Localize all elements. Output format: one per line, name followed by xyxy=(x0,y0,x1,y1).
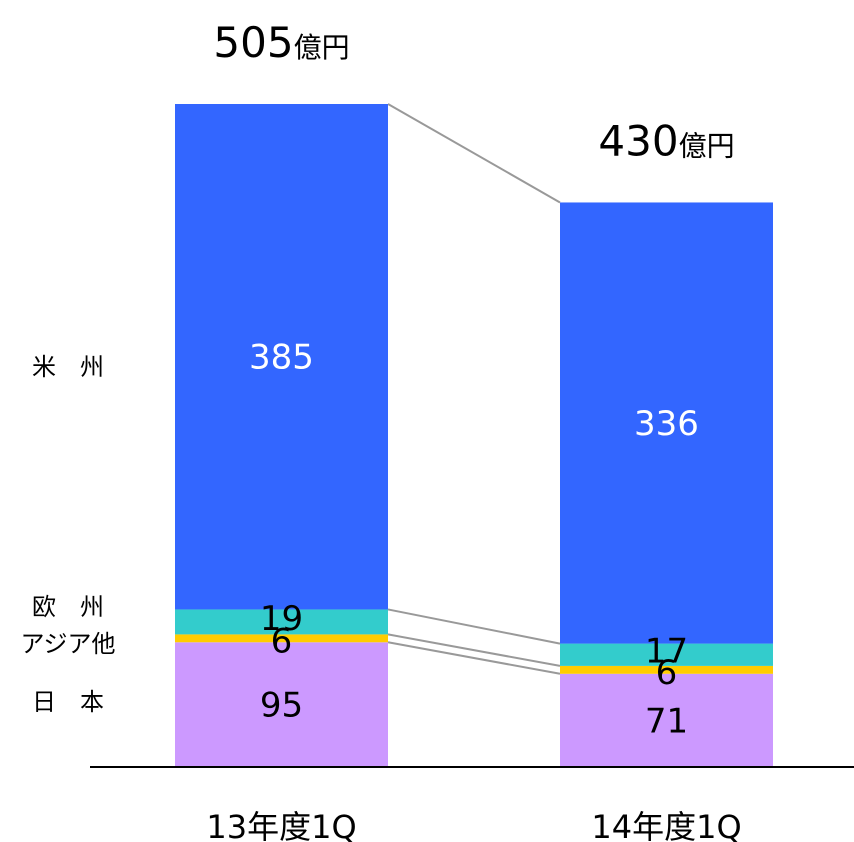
x-tick-label: 13年度1Q xyxy=(206,808,356,842)
bar-segment xyxy=(175,104,388,610)
total-number: 430 xyxy=(598,116,678,165)
connector-lines xyxy=(387,103,561,675)
connector-line xyxy=(387,103,561,204)
data-label: 19 xyxy=(260,599,303,639)
x-tick-label: 14年度1Q xyxy=(591,808,741,842)
data-label: 6 xyxy=(271,621,293,661)
bar-segment xyxy=(560,665,773,674)
data-label: 71 xyxy=(645,701,688,741)
bar-segment xyxy=(560,673,773,767)
bar-segment xyxy=(175,634,388,643)
bar-segments xyxy=(175,104,773,767)
data-label: 17 xyxy=(645,632,688,672)
bar-segment xyxy=(560,202,773,644)
total-label: 430億円 xyxy=(598,116,734,165)
connector-line xyxy=(387,633,561,667)
legend-label: 日 本 xyxy=(32,688,104,716)
total-number: 505 xyxy=(213,18,293,67)
legend-label: 米 州 xyxy=(32,353,104,381)
data-label: 95 xyxy=(260,686,303,726)
x-tick-labels: 13年度1Q 14年度1Q xyxy=(206,808,741,842)
total-unit: 億円 xyxy=(679,129,735,162)
data-label: 336 xyxy=(634,404,699,444)
connector-line xyxy=(387,608,561,645)
data-label: 6 xyxy=(656,653,678,693)
connector-line xyxy=(387,641,561,675)
total-label: 505億円 xyxy=(213,18,349,67)
total-unit: 億円 xyxy=(294,31,350,64)
legend: 日 本 アジア他 欧 州 米 州 xyxy=(20,353,115,716)
legend-label: 欧 州 xyxy=(32,593,104,621)
legend-label: アジア他 xyxy=(20,630,115,658)
bar-segment xyxy=(560,643,773,666)
bar-segment xyxy=(175,609,388,635)
data-label: 385 xyxy=(249,338,314,378)
bar-segment xyxy=(175,642,388,767)
